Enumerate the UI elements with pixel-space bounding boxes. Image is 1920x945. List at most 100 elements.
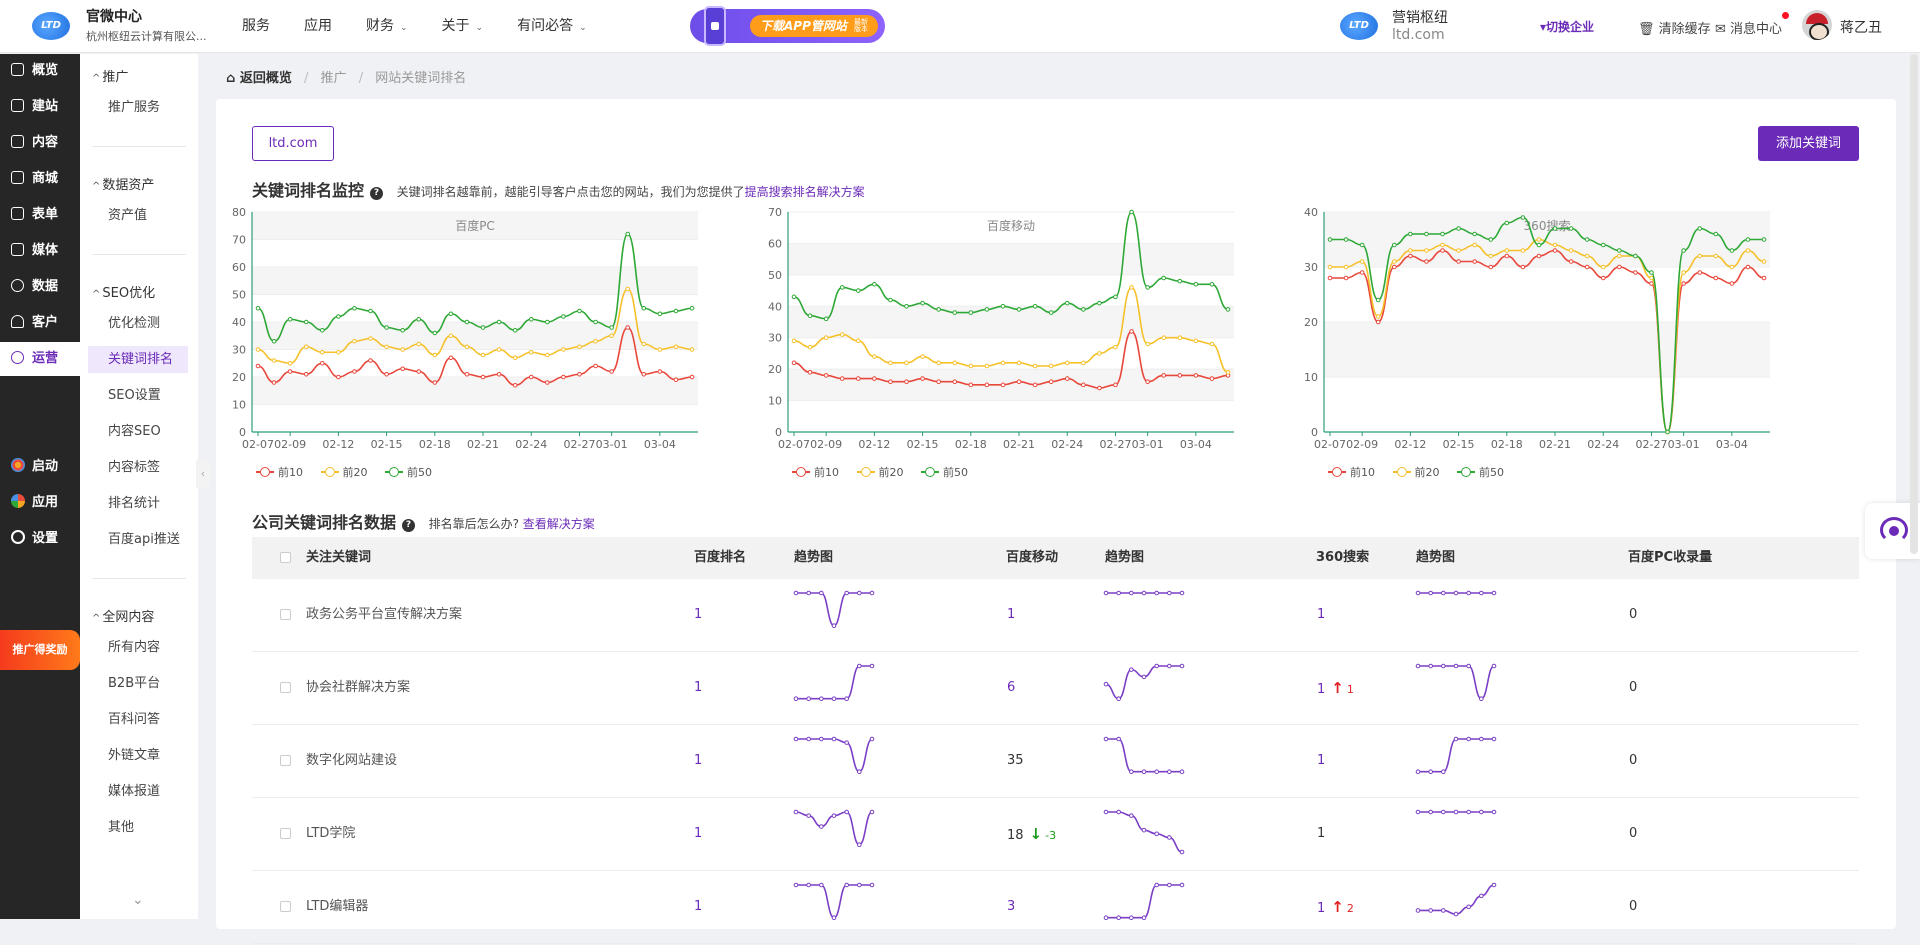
table-row[interactable]: LTD编辑器 1 3 1 ↑ 2 0 <box>252 871 1859 944</box>
submenu-item-wiki-qa[interactable]: 百科问答 <box>108 712 161 727</box>
sidebar-item-form[interactable]: 表单 <box>0 198 80 232</box>
submenu-item-promo-service[interactable]: 推广服务 <box>108 100 161 115</box>
group-title-seo[interactable]: ^ SEO优化 <box>92 286 156 301</box>
sidebar-item-content[interactable]: 内容 <box>0 126 80 160</box>
trend-sparkline[interactable] <box>792 589 876 639</box>
submenu-item-seo-check[interactable]: 优化检测 <box>108 316 161 331</box>
brand-subtitle: 杭州枢纽云计算有限公... <box>86 30 207 43</box>
sidebar-item-data[interactable]: 数据 <box>0 270 80 304</box>
col-header-360-search[interactable]: 360搜索 <box>1316 550 1370 565</box>
trend-sparkline[interactable] <box>1102 808 1186 858</box>
row-checkbox[interactable] <box>280 901 291 912</box>
sidebar-item-operation[interactable]: 运营 <box>0 342 80 376</box>
nav-item-faq[interactable]: 有问必答 ⌄ <box>517 18 587 34</box>
legend-item-top10[interactable]: 前10 <box>256 464 303 480</box>
table-row[interactable]: 协会社群解决方案 1 6 1 ↑ 1 0 <box>252 652 1859 725</box>
trend-sparkline[interactable] <box>792 881 876 931</box>
x-tick-label: 02-12 <box>1394 438 1426 451</box>
sidebar-item-build[interactable]: 建站 <box>0 90 80 124</box>
col-header-baidu-mobile[interactable]: 百度移动 <box>1006 550 1059 565</box>
trend-sparkline[interactable] <box>1102 662 1186 712</box>
legend-item-top10[interactable]: 前10 <box>792 464 839 480</box>
sidebar-item-media[interactable]: 媒体 <box>0 234 80 268</box>
submenu-item-keyword-ranking[interactable]: 关键词排名 <box>88 346 188 373</box>
user-name[interactable]: 蒋乙丑 <box>1840 20 1882 36</box>
row-checkbox[interactable] <box>280 609 291 620</box>
add-keyword-button[interactable]: 添加关键词 <box>1758 126 1859 161</box>
legend-item-top20[interactable]: 前20 <box>1392 464 1440 480</box>
col-header-baidu-rank[interactable]: 百度排名 <box>694 550 747 565</box>
trend-sparkline[interactable] <box>1102 735 1186 785</box>
sparkline-point <box>806 590 811 596</box>
table-row[interactable]: 政务公务平台宣传解决方案 1 1 1 0 <box>252 579 1859 652</box>
submenu-item-b2b[interactable]: B2B平台 <box>108 676 161 691</box>
submenu-item-content-tags[interactable]: 内容标签 <box>108 460 161 475</box>
breadcrumb-home[interactable]: ⌂ 返回概览 <box>226 71 292 86</box>
row-checkbox[interactable] <box>280 682 291 693</box>
submenu-item-backlink-articles[interactable]: 外链文章 <box>108 748 161 763</box>
select-all-checkbox[interactable] <box>280 552 291 563</box>
message-center-button[interactable]: ✉ 消息中心 <box>1715 12 1790 37</box>
col-header-indexed[interactable]: 百度PC收录量 <box>1628 550 1713 565</box>
legend-item-top50[interactable]: 前50 <box>921 464 968 480</box>
submenu-item-ranking-stats[interactable]: 排名统计 <box>108 496 161 511</box>
clear-cache-button[interactable]: 🗑 清除缓存 <box>1638 22 1711 37</box>
improve-ranking-link[interactable]: 提高搜索排名解决方案 <box>744 185 865 199</box>
table-row[interactable]: 数字化网站建设 1 35 1 0 <box>252 725 1859 798</box>
view-solution-link[interactable]: 查看解决方案 <box>522 517 595 531</box>
legend-item-top50[interactable]: 前50 <box>385 464 432 480</box>
legend-item-top50[interactable]: 前50 <box>1457 464 1504 480</box>
nav-item-about[interactable]: 关于 ⌄ <box>441 18 484 34</box>
help-icon[interactable]: ? <box>370 187 384 200</box>
group-title-web-content[interactable]: ^ 全网内容 <box>92 610 155 625</box>
download-app-button[interactable]: 下载APP管网站 最新版本 <box>750 15 878 37</box>
trend-sparkline[interactable] <box>1414 735 1498 785</box>
sidebar-item-customer[interactable]: 客户 <box>0 306 80 340</box>
sidebar-item-apps[interactable]: 应用 <box>0 486 80 520</box>
keyword-cell: 数字化网站建设 <box>306 753 398 768</box>
trend-sparkline[interactable] <box>792 735 876 785</box>
submenu-item-baidu-api-push[interactable]: 百度api推送 <box>108 532 180 547</box>
sidebar-item-overview[interactable]: 概览 <box>0 54 80 88</box>
nav-item-apps[interactable]: 应用 <box>304 18 332 34</box>
trend-sparkline[interactable] <box>1414 881 1498 931</box>
data-point <box>1359 270 1365 275</box>
row-checkbox[interactable] <box>280 828 291 839</box>
row-checkbox[interactable] <box>280 755 291 766</box>
chevron-down-icon[interactable]: ⌄ <box>132 892 144 908</box>
avatar[interactable] <box>1802 10 1832 40</box>
breadcrumb-promotion[interactable]: 推广 <box>320 71 347 86</box>
table-row[interactable]: LTD学院 1 18 ↓ -3 1 0 <box>252 798 1859 871</box>
submenu-item-all-content[interactable]: 所有内容 <box>108 640 161 655</box>
trend-sparkline[interactable] <box>1102 589 1186 639</box>
submenu-item-asset-value[interactable]: 资产值 <box>108 208 148 223</box>
legend-item-top20[interactable]: 前20 <box>856 464 904 480</box>
legend-item-top10[interactable]: 前10 <box>1328 464 1375 480</box>
trend-sparkline[interactable] <box>1414 808 1498 858</box>
sidebar-item-shop[interactable]: 商城 <box>0 162 80 196</box>
sidebar-item-launch[interactable]: 启动 <box>0 450 80 484</box>
trend-sparkline[interactable] <box>1414 662 1498 712</box>
legend-item-top20[interactable]: 前20 <box>320 464 368 480</box>
submenu-item-other[interactable]: 其他 <box>108 820 135 835</box>
collapse-sidebar-button[interactable]: ‹ <box>196 460 210 488</box>
trend-sparkline[interactable] <box>1102 881 1186 931</box>
switch-company-button[interactable]: ▾切换企业 <box>1540 20 1595 34</box>
promo-reward-badge[interactable]: 推广得奖励 <box>0 630 80 670</box>
page-scrollbar[interactable] <box>1910 54 1918 554</box>
download-app-banner[interactable]: 下载APP管网站 最新版本 <box>690 6 885 46</box>
sidebar-item-settings[interactable]: 设置 <box>0 522 80 556</box>
nav-item-services[interactable]: 服务 <box>242 18 270 34</box>
company-logo[interactable]: LTD <box>32 12 70 40</box>
help-icon[interactable]: ? <box>402 519 416 532</box>
trend-sparkline[interactable] <box>792 662 876 712</box>
group-title-promotion[interactable]: ^ 推广 <box>92 70 129 85</box>
group-title-data-assets[interactable]: ^ 数据资产 <box>92 178 155 193</box>
trend-sparkline[interactable] <box>1414 589 1498 639</box>
submenu-item-media-reports[interactable]: 媒体报道 <box>108 784 161 799</box>
trend-sparkline[interactable] <box>792 808 876 858</box>
submenu-item-content-seo[interactable]: 内容SEO <box>108 424 161 439</box>
domain-select-button[interactable]: ltd.com <box>252 126 334 161</box>
submenu-item-seo-settings[interactable]: SEO设置 <box>108 388 161 403</box>
nav-item-finance[interactable]: 财务 ⌄ <box>366 18 408 34</box>
